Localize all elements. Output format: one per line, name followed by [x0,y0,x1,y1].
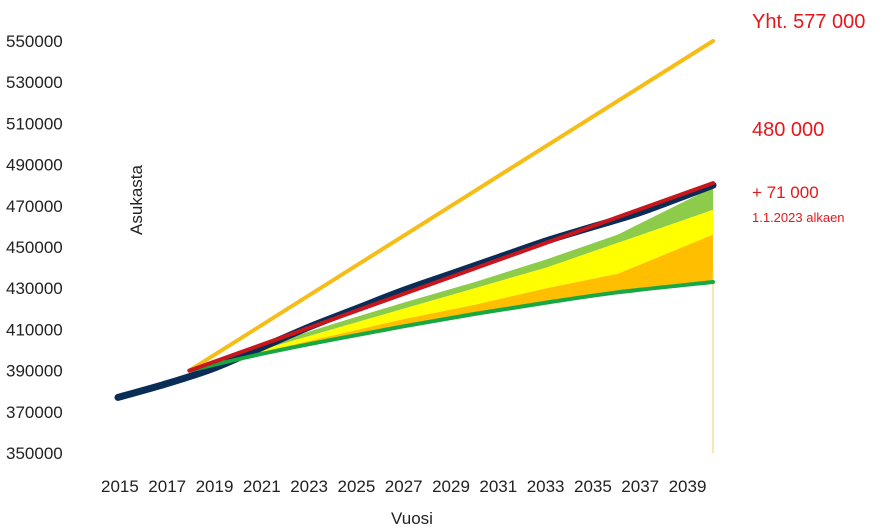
y-axis-title: Asukasta [127,164,146,234]
y-tick-label: 410000 [6,320,63,339]
y-tick-label: 470000 [6,197,63,216]
annotation-total: Yht. 577 000 [752,11,865,33]
x-tick-label: 2035 [574,477,612,496]
x-tick-label: 2027 [385,477,423,496]
y-tick-label: 350000 [6,444,63,463]
y-tick-label: 490000 [6,156,63,175]
y-tick-label: 510000 [6,114,63,133]
x-tick-label: 2023 [290,477,328,496]
annotation-increase: + 71 000 [752,183,819,202]
x-tick-label: 2015 [101,477,139,496]
x-axis: 2015 2017 2019 2021 2023 2025 2027 2029 2031 2033… [101,477,706,496]
y-tick-label: 450000 [6,238,63,257]
x-tick-label: 2019 [196,477,234,496]
x-tick-label: 2039 [669,477,707,496]
y-tick-label: 370000 [6,403,63,422]
x-tick-label: 2025 [338,477,376,496]
series-lines [114,39,717,401]
series-line-3 [187,280,715,373]
x-tick-label: 2033 [527,477,565,496]
y-tick-label: 530000 [6,73,63,92]
series-line-1 [187,39,715,373]
annotation-date: 1.1.2023 alkaen [752,210,845,225]
y-axis: 350000 370000 390000 410000 430000 450000 4700… [6,32,63,463]
series-line-2 [187,181,715,373]
y-tick-label: 430000 [6,279,63,298]
x-tick-label: 2021 [243,477,281,496]
x-tick-label: 2017 [148,477,186,496]
x-tick-label: 2029 [432,477,470,496]
annotation-480000: 480 000 [752,119,824,141]
y-tick-label: 550000 [6,32,63,51]
x-tick-label: 2037 [621,477,659,496]
x-tick-label: 2031 [479,477,517,496]
x-axis-title: Vuosi [391,509,433,528]
y-tick-label: 390000 [6,362,63,381]
